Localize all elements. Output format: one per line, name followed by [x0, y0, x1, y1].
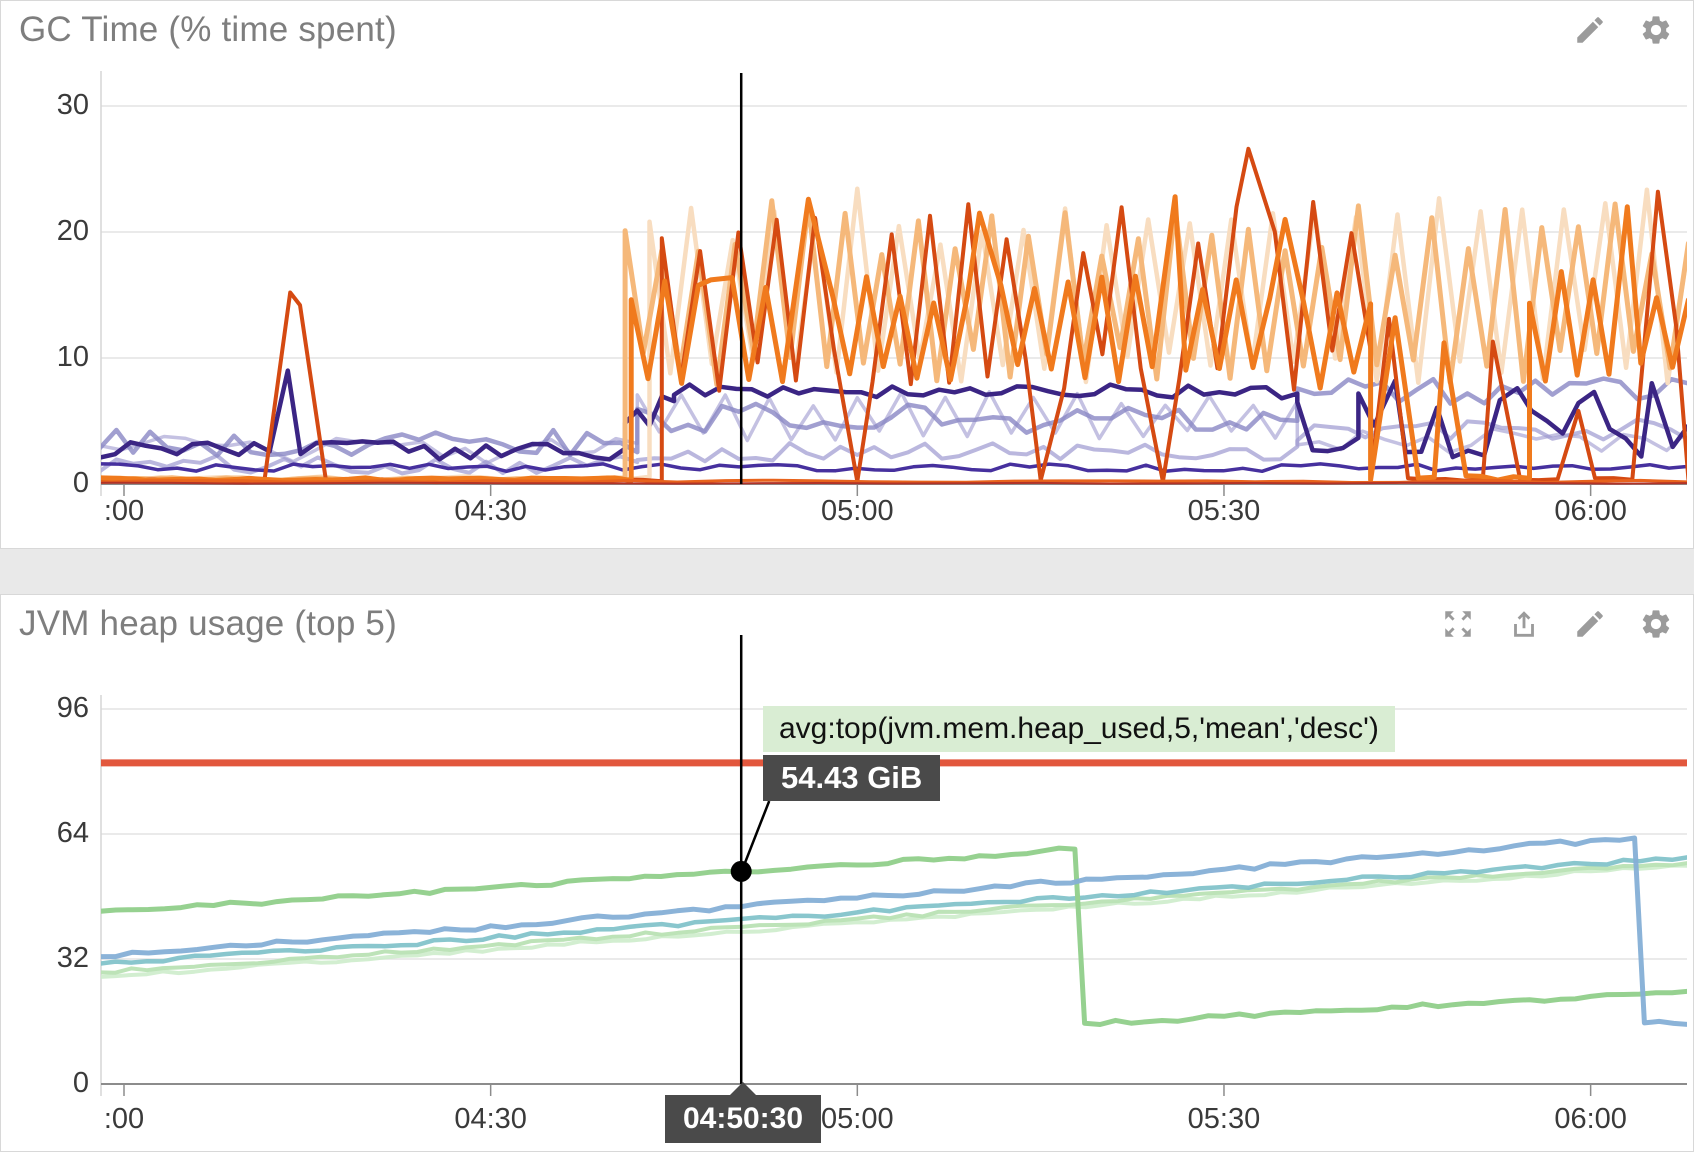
jvm-heap-header: JVM heap usage (top 5)	[1, 595, 1693, 653]
y-tick-label: 20	[56, 215, 89, 247]
series-gc-lavender	[101, 417, 1687, 476]
series-heap-green	[101, 845, 1687, 1027]
hover-point-dot	[730, 860, 752, 882]
x-tick-label: 05:30	[1187, 1103, 1261, 1135]
gc-time-widget: GC Time (% time spent) 0 10 20 30 :00 04:30 05…	[0, 0, 1694, 549]
x-tick-label: 06:00	[1554, 1103, 1627, 1135]
y-tick-label: 10	[56, 341, 89, 373]
series-heap-pale-green	[101, 861, 1687, 975]
x-tick-label: 05:30	[1187, 495, 1261, 527]
expand-icon[interactable]	[1441, 607, 1475, 641]
hover-time-badge: 04:50:30	[665, 1082, 821, 1143]
series-gc-orange-baseline	[101, 478, 1687, 485]
edit-icon[interactable]	[1573, 13, 1607, 47]
y-tick-label: 96	[56, 692, 89, 724]
page-title: GC Time (% time spent)	[19, 10, 397, 49]
x-tick-label: :00	[103, 495, 145, 527]
x-tick-label: 06:00	[1554, 495, 1627, 527]
hover-value-box: 54.43 GiB	[763, 755, 941, 801]
series-gc-red-baseline	[101, 481, 1687, 485]
y-tick-label: 0	[72, 467, 89, 499]
gc-time-chart[interactable]	[1, 1, 1694, 550]
gc-time-controls	[1541, 13, 1673, 47]
y-tick-label: 30	[56, 89, 89, 121]
y-tick-label: 32	[56, 942, 89, 974]
gc-time-header: GC Time (% time spent)	[1, 1, 1693, 59]
page-title-2: JVM heap usage (top 5)	[19, 604, 397, 643]
x-tick-label: 04:30	[454, 495, 527, 527]
series-gc-slate	[101, 376, 1687, 458]
x-tick-label: :00	[103, 1103, 145, 1135]
series-heap-blue	[101, 835, 1687, 1027]
series-gc-purple-dark	[101, 368, 1687, 462]
series-gc-purple-flat	[101, 462, 1687, 474]
series-heap-teal	[101, 855, 1687, 966]
x-tick-label: 04:30	[454, 1103, 527, 1135]
y-tick-label: 64	[56, 817, 89, 849]
export-icon[interactable]	[1507, 607, 1541, 641]
jvm-heap-controls	[1409, 607, 1673, 641]
gear-icon[interactable]	[1639, 13, 1673, 47]
jvm-heap-chart[interactable]	[1, 595, 1694, 1152]
series-heap-mint	[101, 863, 1687, 979]
edit-icon[interactable]	[1573, 607, 1607, 641]
gear-icon[interactable]	[1639, 607, 1673, 641]
tooltip-pointer-line	[742, 800, 771, 868]
hover-query-pill: avg:top(jvm.mem.heap_used,5,'mean','desc…	[763, 706, 1395, 752]
x-tick-label: 05:00	[821, 1103, 894, 1135]
y-tick-label: 0	[72, 1067, 89, 1099]
series-gc-orange-bright	[101, 194, 1687, 484]
jvm-heap-widget: JVM heap usage (top 5) 0 32 64 96 :00 04:30 05…	[0, 594, 1694, 1152]
x-tick-label: 05:00	[821, 495, 894, 527]
